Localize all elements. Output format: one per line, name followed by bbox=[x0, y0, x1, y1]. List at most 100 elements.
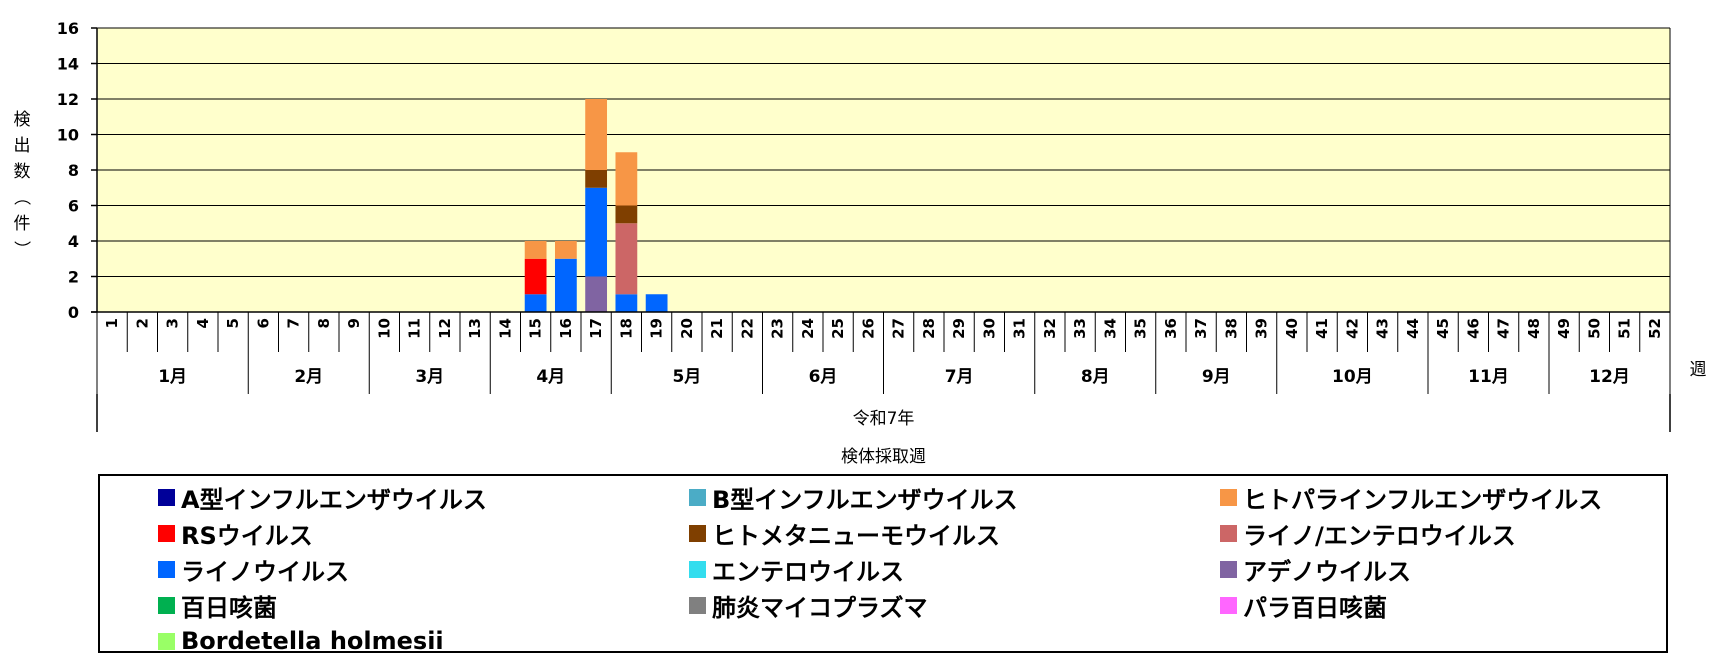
x-tick-label: 8 bbox=[315, 318, 333, 328]
x-tick-label: 39 bbox=[1253, 318, 1271, 339]
x-tick-label: 38 bbox=[1222, 318, 1240, 339]
month-label: 2月 bbox=[294, 367, 323, 387]
bar-segment bbox=[585, 99, 608, 170]
legend-label: アデノウイルス bbox=[1243, 557, 1411, 586]
x-tick-label: 9 bbox=[345, 318, 363, 328]
legend-swatch bbox=[689, 488, 706, 506]
x-tick-label: 32 bbox=[1041, 318, 1059, 339]
bar-segment bbox=[615, 294, 638, 312]
legend-item: ヒトパラインフルエンザウイルス bbox=[1220, 479, 1720, 515]
bar-segment bbox=[585, 276, 608, 312]
x-tick-label: 14 bbox=[496, 318, 514, 339]
legend-item: エンテロウイルス bbox=[689, 551, 1220, 587]
x-axis-unit: 週 bbox=[1690, 360, 1707, 380]
x-tick-label: 7 bbox=[285, 318, 303, 328]
legend-item: ライノ/エンテロウイルス bbox=[1220, 515, 1720, 551]
legend-item: 百日咳菌 bbox=[158, 587, 689, 623]
x-tick-label: 13 bbox=[466, 318, 484, 339]
x-tick-label: 48 bbox=[1525, 318, 1543, 339]
x-tick-label: 24 bbox=[799, 318, 817, 339]
bar-segment bbox=[524, 294, 547, 312]
legend-swatch bbox=[158, 560, 175, 578]
legend-swatch bbox=[158, 632, 175, 650]
x-tick-label: 1 bbox=[103, 318, 121, 328]
x-tick-label: 23 bbox=[769, 318, 787, 339]
x-tick-labels: 1 2 3 4 5 6 7 8 9 10 11 12 13 14 15 16 17 18 19 20 21 22 23 24 2… bbox=[103, 318, 1664, 339]
month-labels: 1月 2月 3月 4月 5月 6月 7月 8月 9月 10月 11月 12月 bbox=[158, 367, 1630, 387]
y-axis-title-char: 数 bbox=[14, 162, 31, 182]
bar-segment bbox=[524, 241, 547, 259]
x-tick-label: 4 bbox=[194, 318, 212, 328]
legend-item: A型インフルエンザウイルス bbox=[158, 479, 689, 515]
month-label: 5月 bbox=[672, 367, 701, 387]
legend-item: 肺炎マイコプラズマ bbox=[689, 587, 1220, 623]
x-tick-label: 12 bbox=[436, 318, 454, 339]
axes bbox=[91, 27, 1671, 432]
era-label: 令和7年 bbox=[853, 409, 915, 429]
y-tick-label: 2 bbox=[68, 268, 79, 287]
x-tick-label: 29 bbox=[950, 318, 968, 339]
x-tick-label: 19 bbox=[648, 318, 666, 339]
x-tick-label: 2 bbox=[133, 318, 151, 328]
x-tick-label: 21 bbox=[708, 318, 726, 339]
bar-segment bbox=[585, 170, 608, 188]
x-tick-label: 40 bbox=[1283, 318, 1301, 339]
legend-label: エンテロウイルス bbox=[712, 557, 904, 586]
y-tick-label: 16 bbox=[57, 19, 79, 38]
y-axis-title: 検出数 （ 件 ） bbox=[11, 110, 31, 258]
legend-swatch bbox=[689, 596, 706, 614]
month-label: 8月 bbox=[1081, 367, 1110, 387]
x-tick-label: 25 bbox=[829, 318, 847, 339]
legend-item: Bordetella holmesii bbox=[158, 623, 689, 659]
x-tick-label: 22 bbox=[738, 318, 756, 339]
x-tick-label: 16 bbox=[557, 318, 575, 339]
x-tick-label: 33 bbox=[1071, 318, 1089, 339]
legend-item: ライノウイルス bbox=[158, 551, 689, 587]
legend-swatch bbox=[1220, 560, 1237, 578]
month-label: 7月 bbox=[945, 367, 974, 387]
legend-label: RSウイルス bbox=[181, 521, 313, 550]
bar-segment bbox=[585, 187, 608, 277]
x-tick-label: 17 bbox=[587, 318, 605, 339]
legend-label: ライノウイルス bbox=[181, 557, 349, 586]
month-label: 4月 bbox=[536, 367, 565, 387]
month-label: 10月 bbox=[1332, 367, 1373, 387]
x-tick-label: 20 bbox=[678, 318, 696, 339]
legend-label: ヒトパラインフルエンザウイルス bbox=[1243, 485, 1603, 514]
legend-item: アデノウイルス bbox=[1220, 551, 1720, 587]
y-axis-title-char: 出 bbox=[14, 136, 31, 156]
legend-swatch bbox=[689, 524, 706, 542]
legend-label: ライノ/エンテロウイルス bbox=[1243, 521, 1516, 550]
y-tick-label: 12 bbox=[57, 90, 79, 109]
legend-swatch bbox=[158, 488, 175, 506]
legend-item: パラ百日咳菌 bbox=[1220, 587, 1720, 623]
x-tick-label: 44 bbox=[1404, 318, 1422, 339]
legend-label: ヒトメタニューモウイルス bbox=[712, 521, 1000, 550]
x-tick-label: 36 bbox=[1162, 318, 1180, 339]
x-tick-label: 49 bbox=[1555, 318, 1573, 339]
legend-swatch bbox=[1220, 488, 1237, 506]
y-tick-label: 4 bbox=[68, 232, 79, 251]
x-tick-label: 28 bbox=[920, 318, 938, 339]
bar-segment bbox=[615, 152, 638, 206]
y-tick-label: 6 bbox=[68, 197, 79, 216]
x-tick-label: 27 bbox=[890, 318, 908, 339]
y-tick-label: 0 bbox=[68, 303, 79, 322]
y-axis-title-char: ） bbox=[11, 241, 31, 258]
legend-swatch bbox=[1220, 596, 1237, 614]
y-tick-labels: 0 2 4 6 8 10 12 14 16 bbox=[57, 19, 79, 322]
bar-segment bbox=[524, 258, 547, 295]
x-tick-label: 52 bbox=[1646, 318, 1664, 339]
legend-swatch bbox=[689, 560, 706, 578]
y-tick-label: 14 bbox=[57, 55, 79, 74]
legend-swatch bbox=[158, 524, 175, 542]
x-tick-label: 42 bbox=[1343, 318, 1361, 339]
y-axis-title-char: 件 bbox=[14, 214, 31, 234]
bar-segment bbox=[615, 223, 638, 295]
x-tick-label: 41 bbox=[1313, 318, 1331, 339]
bar-segment bbox=[615, 205, 638, 224]
legend-label: B型インフルエンザウイルス bbox=[712, 485, 1018, 514]
month-label: 9月 bbox=[1202, 367, 1231, 387]
legend-label: A型インフルエンザウイルス bbox=[181, 485, 487, 514]
